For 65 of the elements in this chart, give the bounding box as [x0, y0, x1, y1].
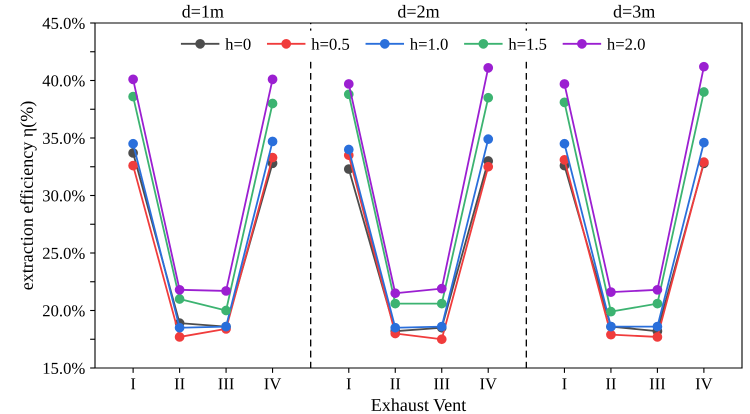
- x-tick-label: II: [390, 378, 400, 390]
- point: [606, 330, 616, 340]
- point: [128, 74, 138, 84]
- point: [344, 144, 354, 154]
- point: [699, 62, 709, 72]
- point: [436, 334, 447, 344]
- x-tick-label: IV: [696, 378, 712, 390]
- point: [652, 332, 662, 342]
- point: [699, 138, 709, 148]
- x-tick-label: III: [650, 378, 666, 390]
- legend-label: h=0.5: [311, 38, 350, 50]
- point: [483, 162, 494, 172]
- point: [436, 298, 447, 308]
- point: [652, 284, 662, 295]
- point: [483, 62, 494, 73]
- point: [483, 92, 494, 103]
- point: [606, 287, 616, 297]
- chart-title: d=3m: [614, 4, 656, 18]
- point: [606, 306, 616, 317]
- chart-title: d=1m: [182, 4, 224, 18]
- x-tick-label: I: [346, 378, 351, 390]
- point: [174, 284, 184, 295]
- legend-label: h=2.0: [607, 38, 645, 50]
- point: [652, 322, 662, 332]
- y-tick-label: 40.0%: [42, 75, 85, 87]
- point: [221, 306, 231, 316]
- y-axis-title: extraction efficiency η(%): [20, 102, 37, 290]
- point: [390, 322, 400, 333]
- x-tick-label: I: [562, 378, 567, 390]
- point: [652, 298, 662, 308]
- point: [560, 138, 570, 149]
- point: [268, 136, 278, 146]
- x-tick-label: IV: [264, 378, 282, 390]
- point: [174, 322, 184, 333]
- point: [221, 286, 231, 296]
- x-axis-title: Exhaust Vent: [371, 398, 466, 412]
- legend-label: h=1.5: [508, 38, 546, 50]
- y-tick-label: 35.0%: [43, 132, 85, 144]
- point: [268, 98, 278, 108]
- point: [344, 79, 354, 89]
- point: [436, 284, 447, 294]
- y-tick-label: 15.0%: [44, 362, 85, 374]
- x-tick-label: IV: [480, 378, 497, 390]
- legend-label: h=1.0: [410, 38, 448, 50]
- point: [390, 298, 400, 308]
- point: [174, 294, 184, 304]
- x-tick-label: III: [434, 378, 450, 390]
- chart-title: d=2m: [398, 4, 440, 18]
- point: [560, 79, 570, 89]
- point: [174, 332, 184, 342]
- y-tick-label: 20.0%: [42, 305, 85, 317]
- x-tick-label: I: [130, 378, 136, 390]
- x-tick-label: II: [606, 378, 616, 390]
- y-tick-label: 45.0%: [42, 18, 85, 30]
- x-tick-label: II: [174, 378, 185, 390]
- point: [268, 74, 278, 84]
- point: [699, 87, 709, 97]
- point: [390, 288, 400, 298]
- point: [128, 138, 138, 149]
- y-tick-label: 25.0%: [42, 248, 85, 260]
- y-tick-label: 30.0%: [43, 190, 85, 202]
- point: [128, 160, 138, 170]
- legend-label: h=0: [225, 38, 251, 50]
- point: [483, 134, 494, 144]
- x-tick-label: III: [218, 378, 234, 390]
